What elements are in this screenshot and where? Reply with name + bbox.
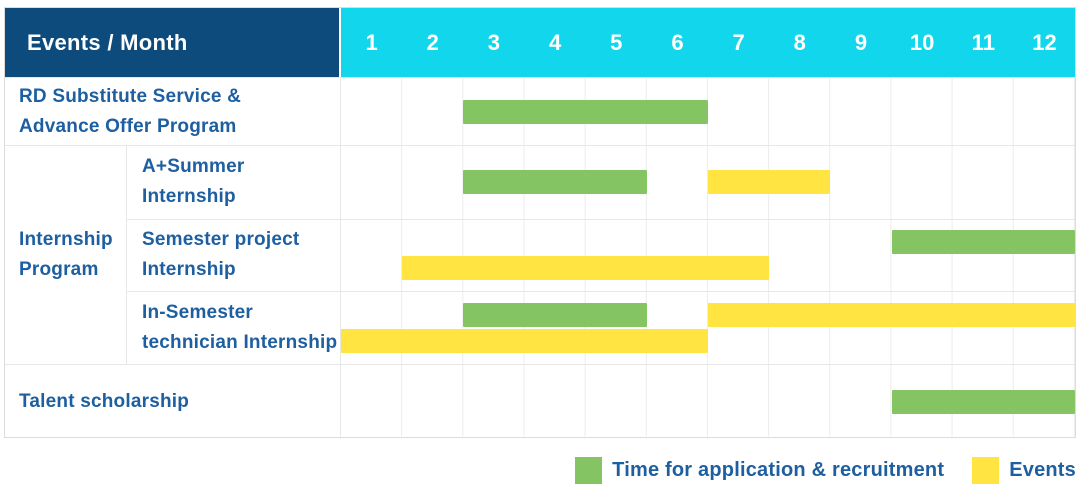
row-chart-area [341,292,1075,364]
subrow-label: In-Semester technician Internship [127,292,341,364]
table-header-row: Events / Month 1 2 3 4 5 6 7 8 9 10 11 12 [5,8,1075,77]
month-header-cell: 10 [909,29,935,55]
legend-label: Events [1009,458,1076,481]
chart-legend: Time for application & recruitment Events [547,450,1076,490]
gantt-row: RD Substitute Service & Advance Offer Pro… [5,77,1075,145]
legend-item-green: Time for application & recruitment [575,456,945,484]
row-chart-area [341,365,1075,439]
legend-label: Time for application & recruitment [612,458,945,481]
green-gantt-bar [891,390,1075,414]
row-label: Talent scholarship [5,365,341,439]
yellow-gantt-bar [341,329,708,354]
row-label-line: Internship [142,259,236,281]
month-header-cell: 5 [610,29,623,55]
row-label-line: technician Internship [142,332,338,354]
row-label-line: Talent scholarship [19,391,190,412]
yellow-legend-swatch-icon [972,456,1000,484]
row-label-line: Program [19,259,99,280]
row-chart-area [341,219,1075,292]
month-header-cell: 6 [671,29,684,55]
gantt-subrow: A+Summer Internship [127,146,1075,219]
row-label-line: A+Summer [142,156,245,178]
row-label-line: Advance Offer Program [19,115,237,137]
row-label: RD Substitute Service & Advance Offer Pro… [5,78,341,145]
header-divider [339,8,341,77]
month-header-cell: 4 [548,29,562,55]
subrow-label: A+Summer Internship [127,146,341,219]
internship-program-group: Internship Program A+Summer Internship Semes… [5,145,1075,364]
month-header-cell: 2 [426,29,439,55]
yellow-gantt-bar [402,256,770,281]
green-gantt-bar [463,170,647,195]
month-header-cell: 3 [487,29,501,55]
row-label-line: In-Semester [142,302,253,324]
legend-item-yellow: Events [972,456,1076,484]
group-label: Internship Program [5,146,127,364]
gantt-rows: RD Substitute Service & Advance Offer Pro… [5,77,1075,439]
gantt-subrow: Semester project Internship [127,218,1075,292]
green-gantt-bar [463,303,647,328]
gantt-table: Events / Month 1 2 3 4 5 6 7 8 9 10 11 12 RD Substi… [4,7,1076,439]
month-header-cell: 7 [732,29,745,55]
row-label-line: RD Substitute Service & [19,85,242,107]
month-header-cell: 11 [971,29,995,55]
row-label-line: Internship [142,186,236,208]
green-legend-swatch-icon [575,456,603,484]
gantt-subrow: In-Semester technician Internship [127,291,1075,364]
month-header-cell: 9 [854,29,868,55]
subrow-label: Semester project Internship [127,219,341,292]
gantt-row: Talent scholarship [5,364,1075,439]
events-month-header-cell: Events / Month [5,8,339,77]
row-chart-area [341,78,1075,145]
month-header-cell: 12 [1032,29,1057,55]
row-chart-area [341,146,1075,219]
group-subrows: A+Summer Internship Semester project Intern… [127,146,1075,364]
month-header-strip: 1 2 3 4 5 6 7 8 9 10 11 12 [341,8,1075,77]
month-header-cell: 8 [793,29,806,55]
row-label-line: Semester project [142,229,300,251]
yellow-gantt-bar [708,170,831,195]
green-gantt-bar [891,230,1075,255]
yellow-gantt-bar [708,303,1075,328]
green-gantt-bar [463,99,708,124]
month-header-cell: 1 [365,29,378,55]
row-label-line: Internship [19,229,113,250]
